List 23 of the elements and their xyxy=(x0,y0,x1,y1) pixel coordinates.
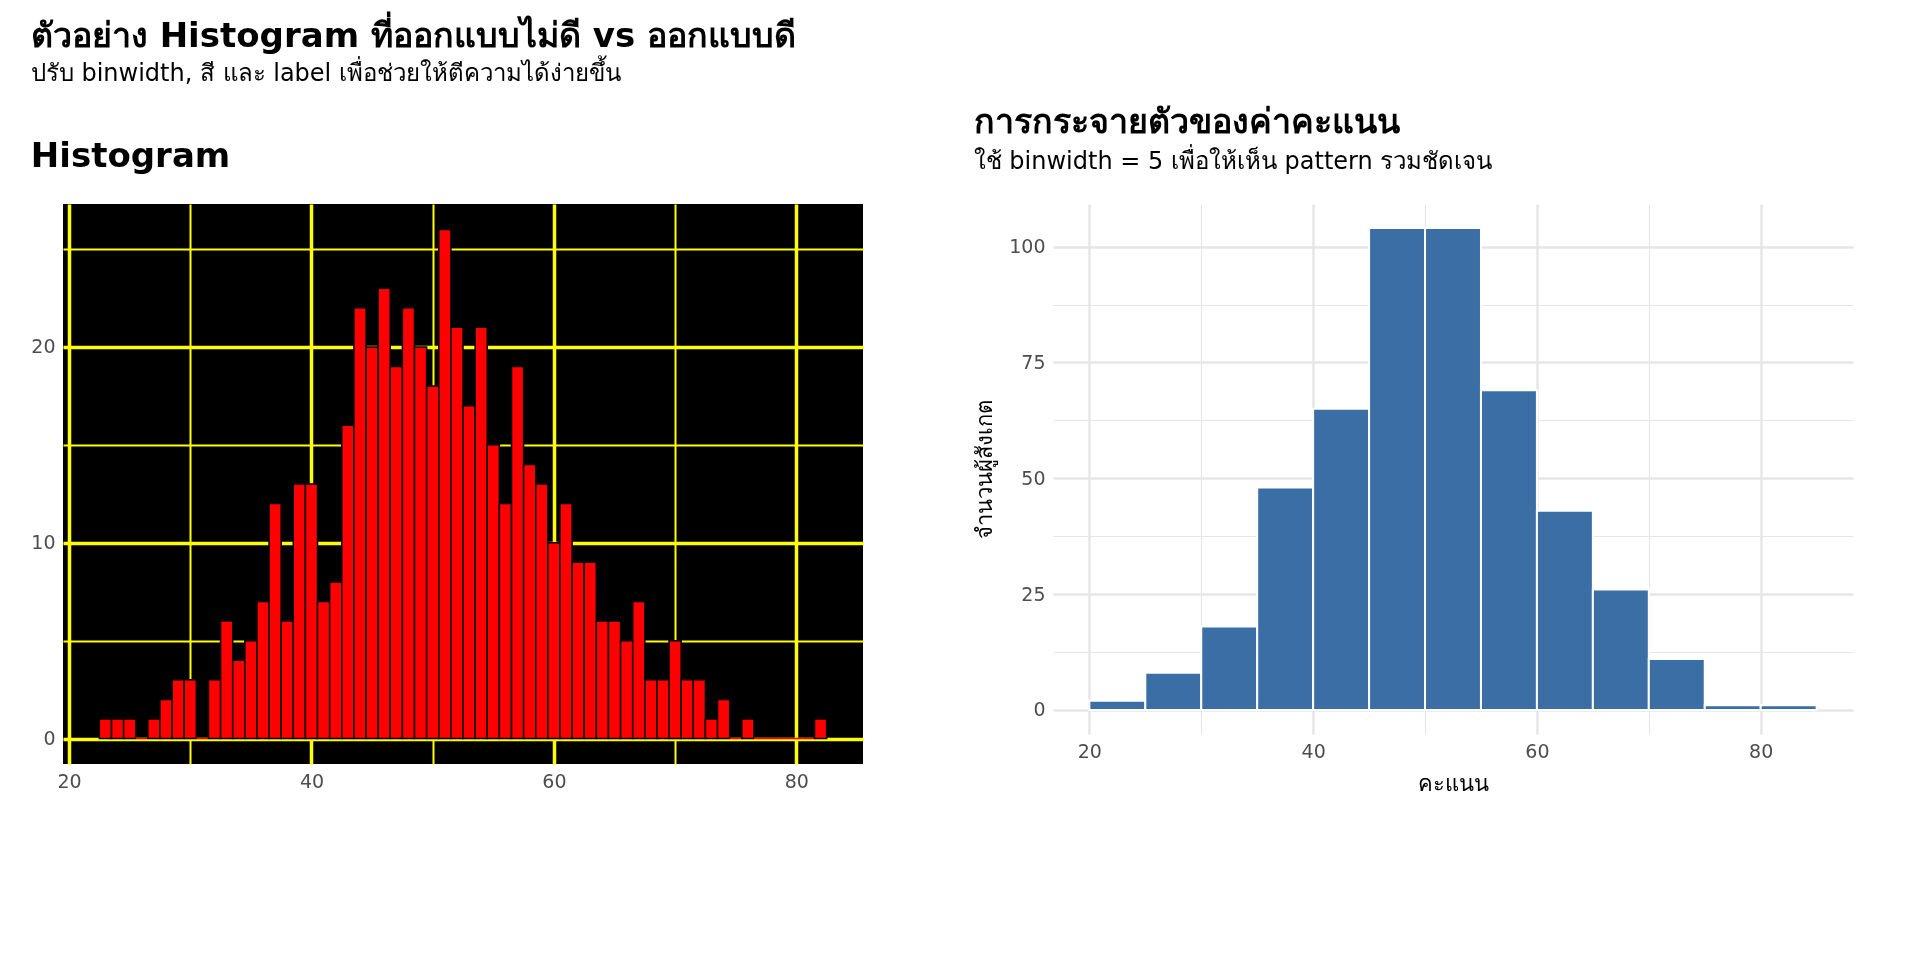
y-axis-title: จำนวนผู้สังเกต xyxy=(972,400,999,539)
chart-title: Histogram xyxy=(30,135,231,175)
chart-subtitle: ใช้ binwidth = 5 เพื่อให้เห็น pattern รวมชัดเจน xyxy=(973,144,1493,175)
x-tick-label: 80 xyxy=(1749,739,1774,762)
x-tick-label: 20 xyxy=(57,769,82,792)
y-tick-label: 10 xyxy=(31,531,56,554)
y-tick-label: 75 xyxy=(1021,350,1046,373)
x-tick-label: 40 xyxy=(1301,739,1326,762)
x-tick-label: 60 xyxy=(1525,739,1550,762)
x-tick-label: 20 xyxy=(1077,739,1102,762)
x-tick-label: 80 xyxy=(784,769,809,792)
y-tick-label: 25 xyxy=(1021,582,1046,605)
x-tick-label: 40 xyxy=(299,769,325,792)
y-tick-label: 100 xyxy=(1009,235,1046,258)
y-tick-label: 20 xyxy=(31,335,56,358)
x-tick-label: 60 xyxy=(542,769,567,792)
text: ปรับ binwidth, สี และ label เพื่อช่วยให้ตีความได้ง่ายขึ้น xyxy=(30,55,621,87)
text: ตัวอย่าง Histogram ที่ออกแบบไม่ดี vs ออกแบบดี xyxy=(30,11,797,55)
x-axis-title: คะแนน xyxy=(1418,770,1489,796)
chart-title: การกระจายตัวของค่าคะแนน xyxy=(973,101,1400,141)
y-tick-label: 50 xyxy=(1021,466,1046,489)
y-tick-label: 0 xyxy=(1033,698,1046,721)
y-tick-label: 0 xyxy=(43,727,56,750)
